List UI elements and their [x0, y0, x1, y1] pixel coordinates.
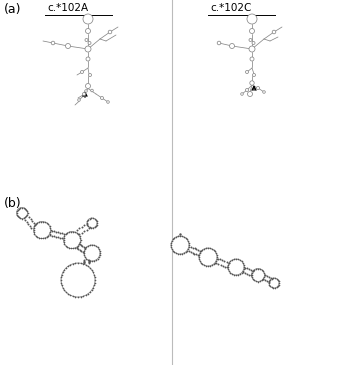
- Circle shape: [228, 259, 244, 275]
- Circle shape: [88, 73, 92, 77]
- Circle shape: [84, 245, 100, 261]
- Circle shape: [85, 90, 87, 92]
- Text: (b): (b): [4, 197, 22, 210]
- Circle shape: [250, 57, 254, 61]
- Circle shape: [249, 38, 252, 42]
- Text: c.*102A: c.*102A: [47, 3, 88, 13]
- Circle shape: [86, 28, 90, 34]
- Circle shape: [86, 57, 90, 61]
- Circle shape: [91, 89, 93, 92]
- Circle shape: [51, 41, 55, 45]
- Circle shape: [85, 46, 91, 52]
- Circle shape: [250, 81, 254, 85]
- Circle shape: [88, 42, 91, 45]
- Circle shape: [64, 231, 80, 249]
- Circle shape: [241, 93, 243, 95]
- Circle shape: [272, 30, 276, 34]
- Circle shape: [100, 96, 104, 100]
- Circle shape: [249, 28, 255, 34]
- Circle shape: [83, 14, 93, 24]
- Circle shape: [107, 101, 109, 103]
- Circle shape: [246, 70, 248, 73]
- Circle shape: [199, 248, 217, 266]
- Circle shape: [252, 42, 255, 45]
- Circle shape: [87, 218, 97, 228]
- Circle shape: [85, 38, 88, 42]
- Circle shape: [269, 278, 279, 288]
- Circle shape: [33, 222, 51, 238]
- Text: (a): (a): [4, 3, 21, 16]
- Circle shape: [61, 263, 95, 297]
- Circle shape: [171, 236, 189, 254]
- Circle shape: [80, 70, 84, 73]
- Circle shape: [78, 99, 80, 101]
- Circle shape: [108, 30, 112, 34]
- Circle shape: [257, 87, 259, 89]
- Circle shape: [246, 88, 248, 92]
- Circle shape: [247, 92, 252, 96]
- Circle shape: [229, 43, 235, 49]
- Circle shape: [249, 46, 255, 52]
- Circle shape: [217, 41, 221, 45]
- Circle shape: [86, 84, 90, 88]
- Circle shape: [65, 43, 71, 49]
- Circle shape: [17, 207, 28, 219]
- Circle shape: [263, 91, 265, 93]
- Circle shape: [83, 92, 86, 96]
- Circle shape: [247, 14, 257, 24]
- Text: c.*102C: c.*102C: [210, 3, 251, 13]
- Circle shape: [251, 269, 265, 281]
- Circle shape: [252, 73, 256, 77]
